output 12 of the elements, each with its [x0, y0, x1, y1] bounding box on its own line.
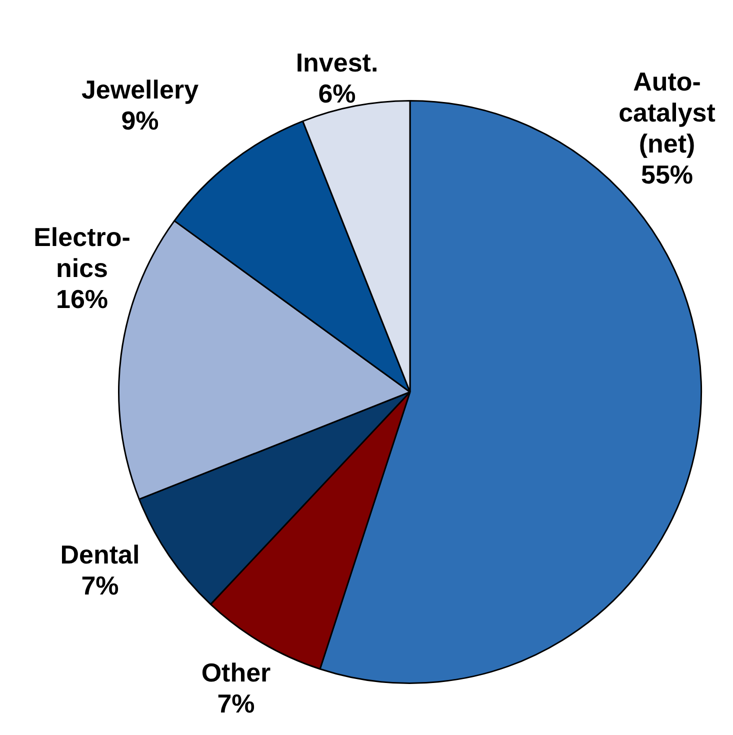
data-label: 16%	[56, 284, 108, 314]
slice-label: Electro- nics	[34, 222, 130, 284]
slice-label: Invest.	[296, 48, 378, 78]
data-label: 7%	[217, 688, 255, 719]
data-label: 55%	[640, 160, 694, 190]
slice-label: Dental	[60, 540, 140, 570]
data-label: 7%	[81, 570, 119, 601]
data-label: 9%	[121, 106, 159, 136]
slice-label: Jewellery	[81, 74, 200, 105]
slice-label: Other	[201, 658, 271, 688]
data-label: 6%	[318, 78, 356, 109]
slice-label: Auto- catalyst (net)	[618, 66, 716, 159]
